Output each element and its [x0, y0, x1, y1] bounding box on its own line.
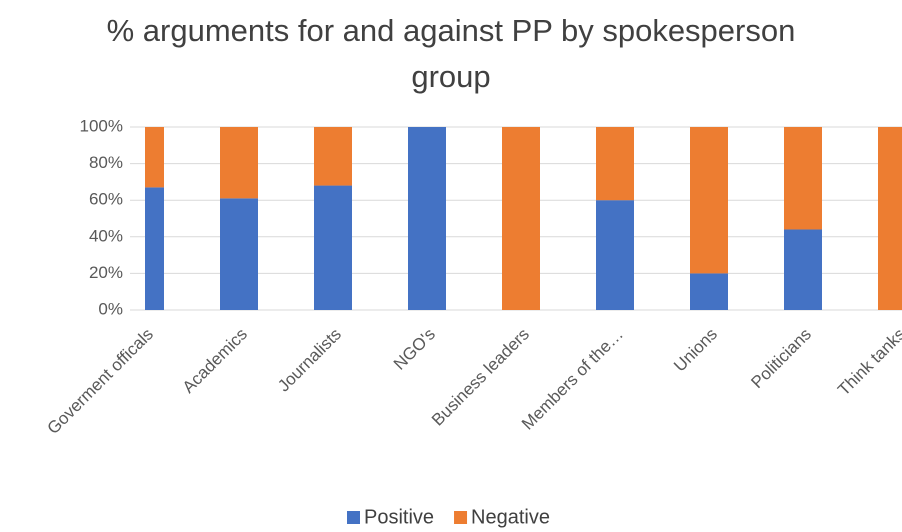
x-tick-label: Business leaders	[428, 325, 533, 430]
bar-segment	[502, 127, 540, 310]
y-tick-label: 80%	[89, 153, 123, 172]
chart-title: % arguments for and against PP by spokes…	[106, 13, 796, 94]
legend-swatch	[347, 511, 360, 524]
bar-segment	[690, 273, 728, 310]
y-tick-label: 60%	[89, 190, 123, 209]
bar-segment	[878, 127, 902, 310]
bar-segment	[690, 127, 728, 274]
bar-segment	[784, 229, 822, 310]
bar-segment	[220, 198, 258, 310]
x-tick-label: Politicians	[747, 325, 815, 393]
y-tick-label: 100%	[80, 116, 123, 135]
y-tick-label: 20%	[89, 263, 123, 282]
y-tick-label: 0%	[98, 299, 123, 318]
bar-segment	[145, 127, 164, 188]
bar-segment	[596, 127, 634, 201]
x-tick-label: Journalists	[274, 325, 345, 396]
bar-segment	[220, 127, 258, 199]
bar-segment	[596, 200, 634, 310]
x-tick-label: Members of the…	[518, 325, 627, 434]
bar-segment	[784, 127, 822, 230]
legend-label: Negative	[471, 506, 550, 528]
bar-segment	[145, 187, 164, 310]
legend-label: Positive	[364, 506, 434, 528]
x-tick-label: Academics	[179, 325, 251, 397]
bar-segment	[408, 127, 446, 310]
x-tick-label: Unions	[670, 325, 721, 376]
y-tick-label: 40%	[89, 226, 123, 245]
x-tick-label: NGO's	[390, 325, 439, 374]
bar-segment	[314, 185, 352, 310]
x-tick-label: Goverment officals	[44, 325, 157, 438]
legend-swatch	[454, 511, 468, 524]
bar-segment	[314, 127, 352, 186]
x-tick-label: Think tanks	[834, 325, 902, 400]
